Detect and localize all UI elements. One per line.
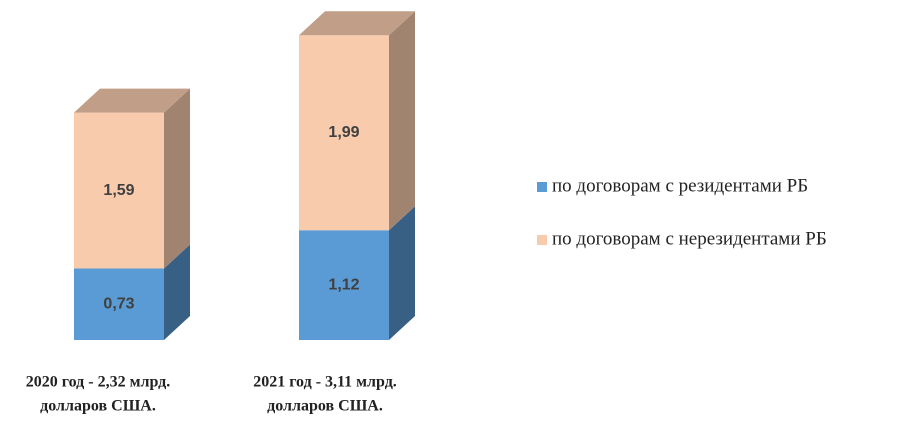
bar-segment xyxy=(74,112,164,269)
value-label: 1,12 xyxy=(328,276,359,293)
category-label: 2021 год - 3,11 млрд. xyxy=(253,374,397,391)
value-label: 1,99 xyxy=(328,124,359,141)
bar-segment xyxy=(299,230,389,340)
bar-segment xyxy=(299,35,389,231)
value-label: 0,73 xyxy=(103,295,134,312)
bar-side xyxy=(164,88,190,269)
category-label: долларов США. xyxy=(267,398,383,415)
bar-top xyxy=(299,11,415,36)
legend-swatch xyxy=(537,235,547,245)
bar-top xyxy=(74,88,190,113)
bar-side xyxy=(164,244,190,340)
legend-label: по договорам с нерезидентами РБ xyxy=(552,228,827,249)
bar-side xyxy=(389,206,415,340)
value-label: 1,59 xyxy=(103,182,134,199)
legend-swatch xyxy=(537,182,547,192)
category-label: долларов США. xyxy=(40,398,156,415)
bar-segment xyxy=(74,268,164,340)
bar-side xyxy=(389,11,415,231)
category-label: 2020 год - 2,32 млрд. xyxy=(26,374,170,391)
legend-label: по договорам с резидентами РБ xyxy=(552,175,808,196)
